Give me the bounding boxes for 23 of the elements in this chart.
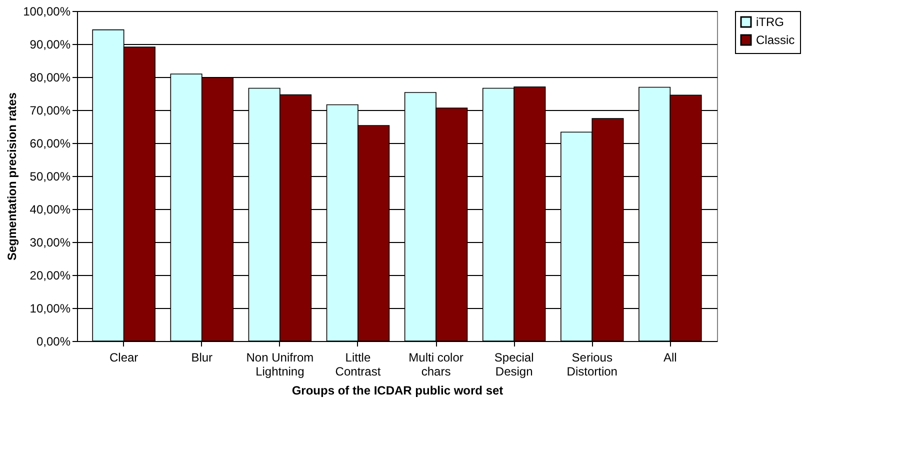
x-tick-label: Non Unifrom Lightning	[246, 350, 314, 378]
y-tick-label: 80,00%	[30, 70, 71, 84]
y-axis-title: Segmentation precision rates	[5, 92, 20, 261]
y-tick-label: 10,00%	[30, 302, 71, 316]
y-tick-label: 70,00%	[30, 104, 71, 118]
y-tick-label: 60,00%	[30, 136, 71, 150]
x-tick-label: All	[664, 350, 677, 364]
x-tick-label: Blur	[191, 350, 213, 364]
x-tick-label: Multi color chars	[408, 350, 464, 378]
x-tick-label: Clear	[109, 350, 138, 364]
x-axis-title: Groups of the ICDAR public word set	[292, 384, 504, 398]
x-tick-label: Serious Distortion	[566, 350, 618, 378]
legend-label: iTRG	[756, 15, 784, 29]
legend-label: Classic	[756, 33, 795, 47]
y-tick-label: 20,00%	[30, 268, 71, 282]
y-tick-label: 100,00%	[23, 4, 71, 18]
y-tick-label: 90,00%	[30, 38, 71, 52]
y-tick-label: 50,00%	[30, 170, 71, 184]
y-tick-label: 30,00%	[30, 236, 71, 250]
y-tick-label: 40,00%	[30, 202, 71, 216]
y-tick-label: 0,00%	[36, 334, 71, 348]
x-tick-label: Special Design	[494, 350, 534, 378]
x-tick-label: Little Contrast	[335, 350, 382, 378]
